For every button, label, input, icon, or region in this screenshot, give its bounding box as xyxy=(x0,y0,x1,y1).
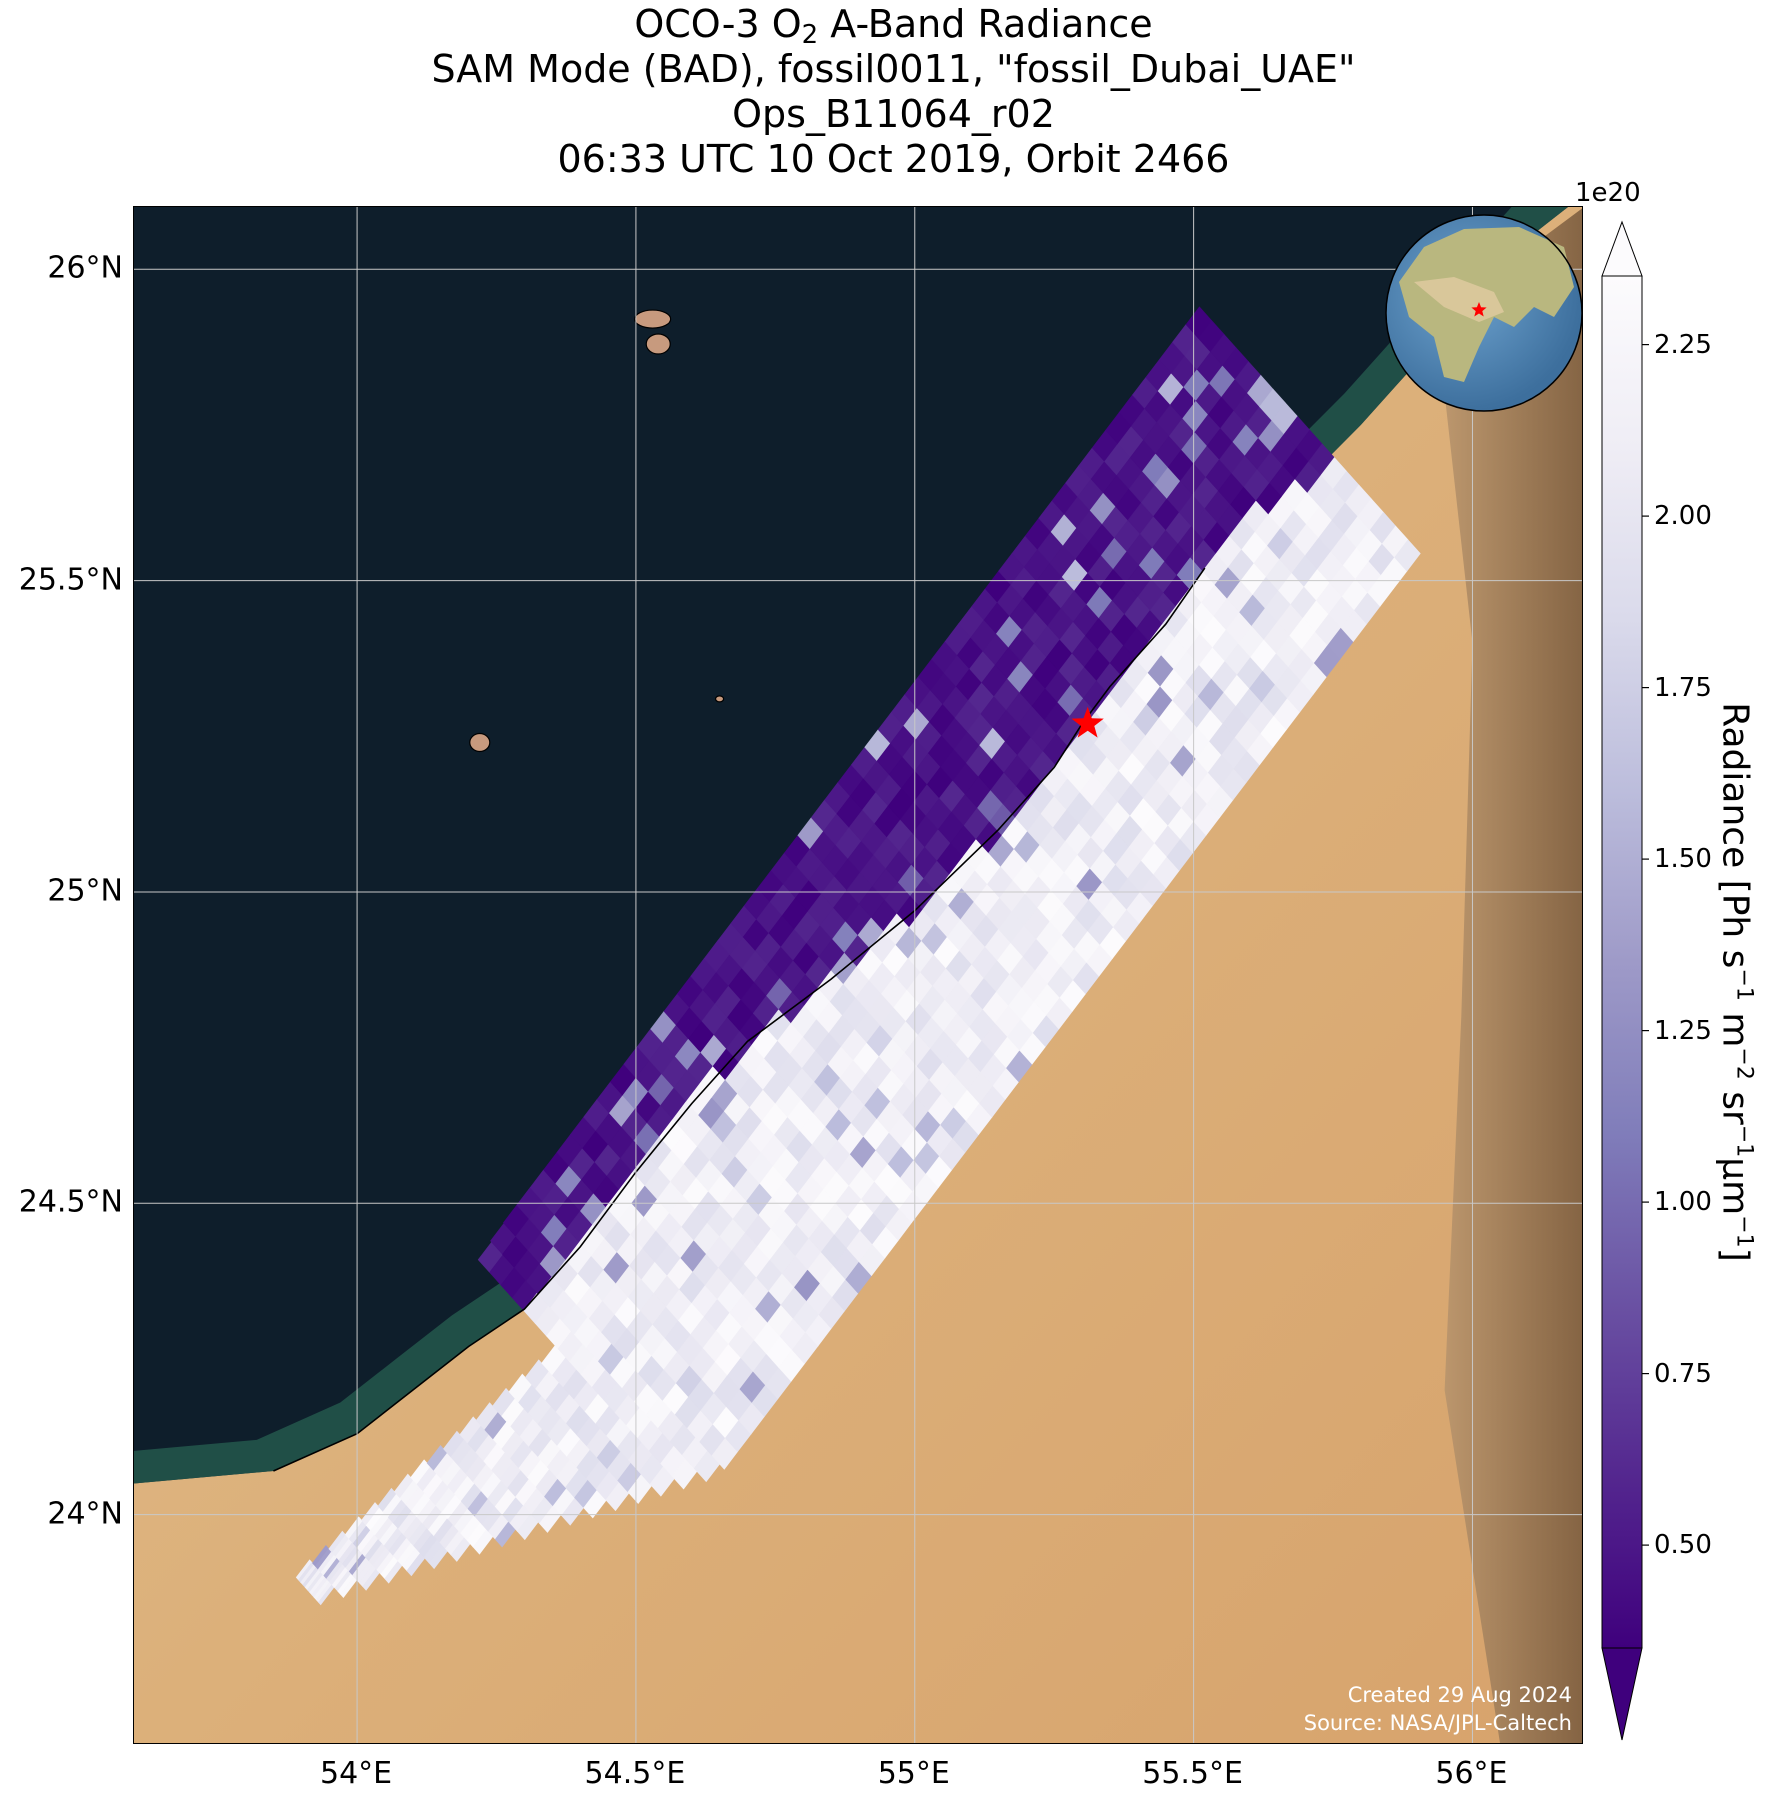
globe-marker-icon xyxy=(1471,302,1487,317)
map-panel[interactable]: Created 29 Aug 2024 Source: NASA/JPL-Cal… xyxy=(133,206,1583,1744)
title-line-2: SAM Mode (BAD), fossil0011, "fossil_Duba… xyxy=(431,47,1356,91)
title-line-4: 06:33 UTC 10 Oct 2019, Orbit 2466 xyxy=(557,137,1230,181)
colorbar-tick-label: 2.00 xyxy=(1654,501,1712,532)
map-canvas xyxy=(134,207,1582,1743)
colorbar-extend-bottom xyxy=(1601,1647,1643,1741)
colorbar-tick-label: 1.25 xyxy=(1654,1015,1712,1046)
lon-tick-label: 54.5°E xyxy=(584,1756,686,1791)
island xyxy=(714,695,725,703)
colorbar-tick-label: 1.75 xyxy=(1654,672,1712,703)
lat-tick-label: 24.5°N xyxy=(18,1184,123,1220)
lat-tick-label: 24°N xyxy=(47,1496,123,1532)
colorbar-exponent: 1e20 xyxy=(1575,178,1641,208)
colorbar-tick-label: 1.50 xyxy=(1654,844,1712,875)
colorbar-label: Radiance [Ph s−1 m−2 sr−1µm−1] xyxy=(1714,702,1757,1262)
target-star-icon xyxy=(1071,706,1104,738)
lat-tick-label: 25°N xyxy=(47,873,123,909)
colorbar-tick-label: 1.00 xyxy=(1654,1187,1712,1218)
credit-created: Created 29 Aug 2024 xyxy=(1347,1683,1572,1707)
globe-rim xyxy=(1385,214,1582,412)
colorbar-ticks xyxy=(1642,344,1649,1546)
colorbar-extend-top xyxy=(1601,220,1643,277)
credit-source: Source: NASA/JPL-Caltech xyxy=(1303,1711,1572,1735)
colorbar-body xyxy=(1601,275,1643,1649)
lon-tick-label: 56°E xyxy=(1435,1756,1508,1791)
title-line-3: Ops_B11064_r02 xyxy=(732,92,1055,136)
radiance-swath xyxy=(295,306,1421,1606)
lon-tick-label: 54°E xyxy=(319,1756,393,1791)
colorbar-tick-label: 0.75 xyxy=(1654,1358,1712,1389)
gridlines xyxy=(134,207,1582,1743)
island xyxy=(634,309,672,329)
figure-title: OCO-3 O2 A-Band Radiance SAM Mode (BAD),… xyxy=(0,2,1787,182)
colorbar-tick-label: 2.25 xyxy=(1654,329,1712,360)
swath-cell xyxy=(1394,539,1421,572)
inset-globe xyxy=(1385,214,1582,412)
colorbar-tick-label: 0.50 xyxy=(1654,1530,1712,1561)
lon-tick-label: 55.5°E xyxy=(1142,1756,1243,1791)
lon-tick-label: 55°E xyxy=(877,1756,950,1791)
coastline xyxy=(273,567,1206,1472)
colorbar xyxy=(1601,220,1649,1741)
island xyxy=(469,732,491,753)
lat-tick-label: 26°N xyxy=(47,250,123,286)
lat-tick-label: 25.5°N xyxy=(18,562,123,598)
title-line-1: OCO-3 O2 A-Band Radiance xyxy=(634,2,1153,50)
mountain-range xyxy=(1444,208,1582,1743)
island xyxy=(645,333,671,355)
